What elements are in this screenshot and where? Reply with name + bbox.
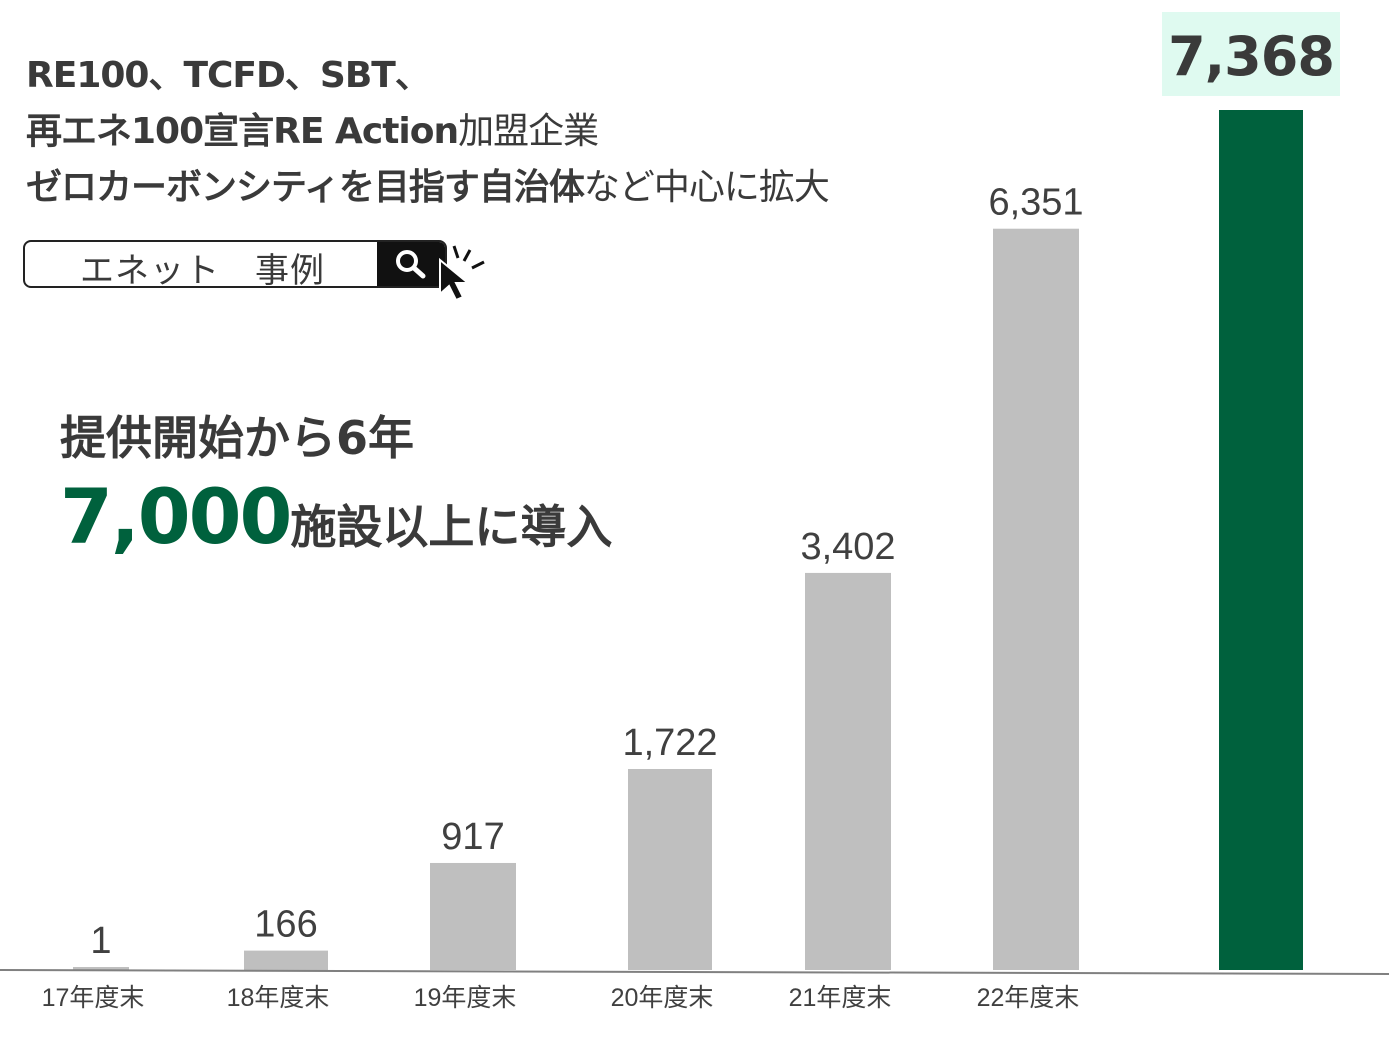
subheading-line-2-rest: 施設以上に導入 bbox=[290, 500, 613, 554]
highlight-value: 7,368 bbox=[1168, 25, 1335, 88]
category-label-5: 22年度末 bbox=[977, 984, 1080, 1012]
subheading-line-1: 提供開始から6年 bbox=[60, 411, 415, 465]
search-box[interactable]: エネット 事例 bbox=[23, 240, 447, 288]
headline-line-2-light: 加盟企業 bbox=[458, 111, 599, 152]
bar-value-label-2: 917 bbox=[441, 816, 504, 858]
bar-value-label-4: 3,402 bbox=[800, 526, 895, 568]
bar-3 bbox=[628, 769, 712, 970]
bar-5 bbox=[993, 228, 1079, 971]
headline-line-3: ゼロカーボンシティを目指す自治体など中心に拡大 bbox=[26, 160, 830, 216]
subheading-big-number: 7,000 bbox=[60, 472, 292, 561]
bar-4 bbox=[805, 572, 891, 970]
bar-2 bbox=[430, 862, 516, 970]
bar-1 bbox=[244, 950, 328, 970]
bar-value-label-1: 166 bbox=[254, 904, 317, 946]
bar-value-label-3: 1,722 bbox=[622, 722, 717, 764]
bar-0 bbox=[73, 967, 129, 970]
bar-value-label-0: 1 bbox=[90, 920, 111, 962]
category-label-2: 19年度末 bbox=[414, 984, 517, 1012]
subheading-line-2: 7,000施設以上に導入 bbox=[60, 472, 612, 561]
search-query-text: エネット 事例 bbox=[80, 251, 325, 288]
headline-line-2: 再エネ100宣言RE Action加盟企業 bbox=[26, 104, 829, 160]
category-label-1: 18年度末 bbox=[227, 984, 330, 1012]
cursor-click-icon bbox=[439, 245, 485, 302]
category-label-3: 20年度末 bbox=[611, 984, 714, 1012]
bar-6 bbox=[1219, 110, 1303, 970]
category-label-0: 17年度末 bbox=[42, 984, 145, 1012]
headline-line-3-light: など中心に拡大 bbox=[583, 167, 830, 208]
search-icon bbox=[396, 250, 426, 279]
headline: RE100、TCFD、SBT、 再エネ100宣言RE Action加盟企業 ゼロ… bbox=[26, 48, 830, 216]
category-label-4: 21年度末 bbox=[789, 984, 892, 1012]
highlight-value-box bbox=[1162, 12, 1340, 96]
headline-line-2-bold: 再エネ100宣言RE Action bbox=[26, 111, 459, 152]
search-button[interactable] bbox=[377, 242, 445, 286]
bar-value-label-5: 6,351 bbox=[988, 182, 1083, 224]
headline-line-3-bold: ゼロカーボンシティを目指す自治体 bbox=[26, 167, 585, 208]
x-axis-line bbox=[0, 969, 1389, 975]
headline-line-1: RE100、TCFD、SBT、 bbox=[26, 55, 431, 96]
